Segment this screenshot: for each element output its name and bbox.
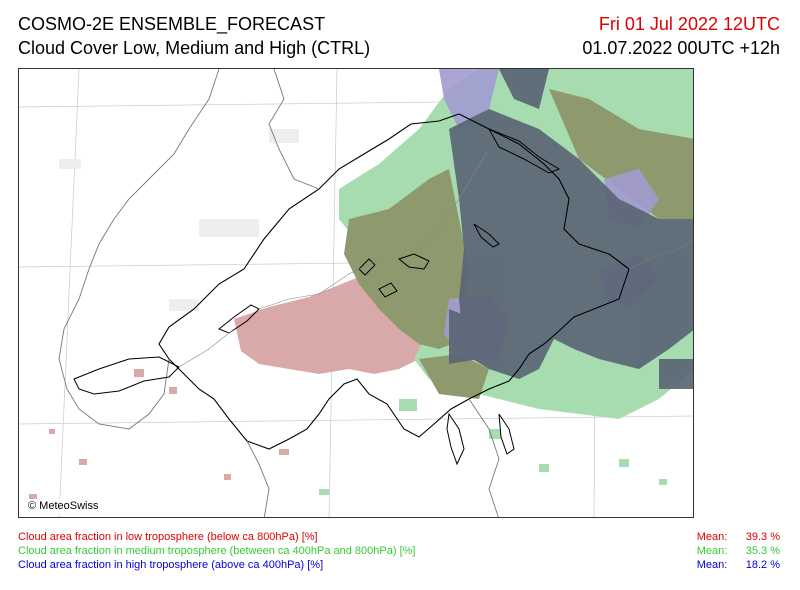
product-title: Cloud Cover Low, Medium and High (CTRL) bbox=[18, 38, 371, 58]
low-medium-overlap-areas bbox=[344, 89, 693, 399]
legend-medium-text: Cloud area fraction in medium tropospher… bbox=[18, 545, 416, 557]
rivers bbox=[178, 148, 490, 368]
title-left: COSMO-2E ENSEMBLE_FORECAST Cloud Cover L… bbox=[18, 12, 370, 60]
legend-medium-mean: Mean: 35.3 % bbox=[670, 544, 780, 558]
mean-value: 39.3 % bbox=[745, 531, 780, 543]
map-panel: © MeteoSwiss bbox=[18, 68, 694, 518]
lake-maggiore bbox=[446, 412, 465, 466]
legend-low-mean: Mean: 39.3 % bbox=[670, 530, 780, 544]
run-time: 01.07.2022 00UTC +12h bbox=[582, 38, 780, 58]
lake-zurich bbox=[473, 223, 500, 248]
mean-label: Mean: bbox=[696, 545, 728, 557]
credit-label: © MeteoSwiss bbox=[25, 499, 102, 513]
cloud-cover-map bbox=[19, 69, 693, 517]
lake-constance bbox=[487, 128, 561, 174]
legend-low-text: Cloud area fraction in low troposphere (… bbox=[18, 531, 318, 543]
mean-label: Mean: bbox=[696, 559, 728, 571]
model-title: COSMO-2E ENSEMBLE_FORECAST bbox=[18, 14, 326, 34]
mean-value: 35.3 % bbox=[745, 545, 780, 557]
lake-como bbox=[498, 413, 515, 455]
title-right: Fri 01 Jul 2022 12UTC 01.07.2022 00UTC +… bbox=[582, 12, 780, 60]
lake-geneva bbox=[73, 356, 180, 395]
valid-time: Fri 01 Jul 2022 12UTC bbox=[598, 14, 780, 34]
national-border bbox=[158, 113, 630, 450]
legend-row-high: Cloud area fraction in high troposphere … bbox=[18, 558, 788, 572]
light-cloud-specks bbox=[59, 129, 299, 311]
legend-row-medium: Cloud area fraction in medium tropospher… bbox=[18, 544, 788, 558]
mean-label: Mean: bbox=[696, 531, 728, 543]
mean-value: 18.2 % bbox=[745, 559, 780, 571]
legend-row-low: Cloud area fraction in low troposphere (… bbox=[18, 530, 788, 544]
legend: Cloud area fraction in low troposphere (… bbox=[18, 530, 788, 572]
lakes bbox=[73, 128, 561, 466]
legend-high-text: Cloud area fraction in high troposphere … bbox=[18, 559, 324, 571]
legend-high-mean: Mean: 18.2 % bbox=[670, 558, 780, 572]
dense-cloud-areas bbox=[449, 69, 693, 389]
lake-lucerne bbox=[397, 253, 430, 270]
neighbour-borders bbox=[58, 69, 693, 517]
